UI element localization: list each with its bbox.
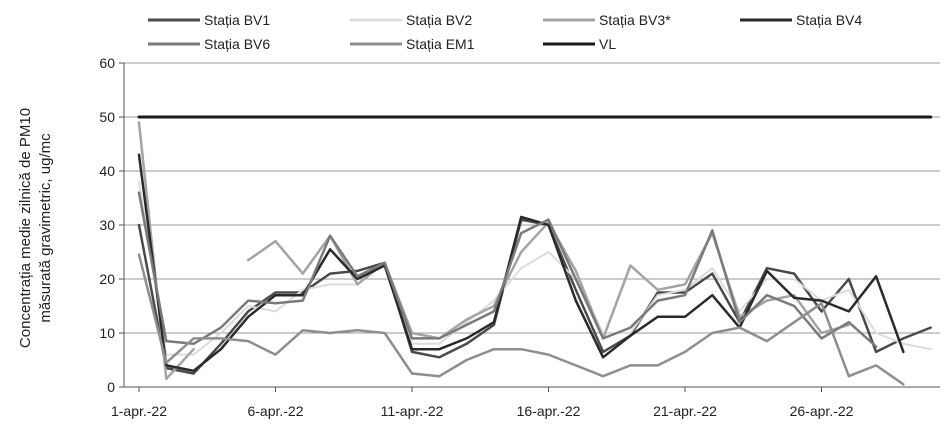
y-tick-label: 50 [99, 109, 115, 125]
legend-item: Stația BV1 [148, 12, 270, 28]
x-tick-label: 1-apr.-22 [111, 403, 167, 419]
x-tick-label: 26-apr.-22 [790, 403, 854, 419]
legend-item: Stația BV2 [350, 12, 472, 28]
legend-label: Stația EM1 [406, 36, 475, 52]
y-tick-label: 0 [107, 379, 115, 395]
x-tick-label: 16-apr.-22 [517, 403, 581, 419]
legend-item: VL [543, 36, 616, 52]
y-axis-title-line1: Concentrația medie zilnică de PM10 [17, 108, 34, 348]
series-sta-ia-bv1 [137, 218, 932, 375]
y-tick-label: 40 [99, 163, 115, 179]
y-tick-label: 60 [99, 55, 115, 71]
legend-label: VL [599, 36, 616, 52]
legend-item: Stația BV4 [740, 12, 862, 28]
x-tick-label: 6-apr.-22 [247, 403, 303, 419]
series-lines [137, 115, 933, 386]
legend-label: Stația BV1 [204, 12, 270, 28]
series-sta-ia-bv6 [137, 191, 878, 348]
x-tick-label: 21-apr.-22 [653, 403, 717, 419]
y-axis-title-line2: măsurată gravimetric, ug/mc [37, 133, 54, 323]
series-line-segment [137, 191, 878, 348]
legend-item: Stația BV6 [148, 36, 270, 52]
legend-label: Stația BV2 [406, 12, 472, 28]
legend-label: Stația BV6 [204, 36, 270, 52]
series-line-segment [138, 180, 932, 356]
series-sta-ia-bv2 [138, 180, 932, 356]
legend-item: Stația BV3* [543, 12, 671, 28]
series-line-segment [137, 218, 932, 375]
series-line-segment [246, 221, 851, 340]
legend: Stația BV1 Stația BV2 Stația BV3* Stația BV… [148, 12, 862, 52]
gridlines [124, 62, 940, 388]
series-line-segment [137, 153, 905, 373]
legend-item: Stația EM1 [350, 36, 475, 52]
legend-label: Stația BV3* [599, 12, 671, 28]
legend-label: Stația BV4 [796, 12, 862, 28]
series-sta-ia-em1 [137, 253, 905, 386]
x-tick-label: 11-apr.-22 [381, 403, 444, 419]
series-sta-ia-bv4 [137, 153, 905, 373]
y-tick-label: 30 [99, 217, 115, 233]
y-tick-label: 20 [99, 271, 115, 287]
y-tick-label: 10 [99, 325, 115, 341]
series-line-segment [137, 253, 905, 386]
axes: 0 10 20 30 40 50 60 1-apr.-22 6-apr.-22 11-apr.-2… [99, 55, 940, 419]
series-line-segment [137, 121, 195, 381]
